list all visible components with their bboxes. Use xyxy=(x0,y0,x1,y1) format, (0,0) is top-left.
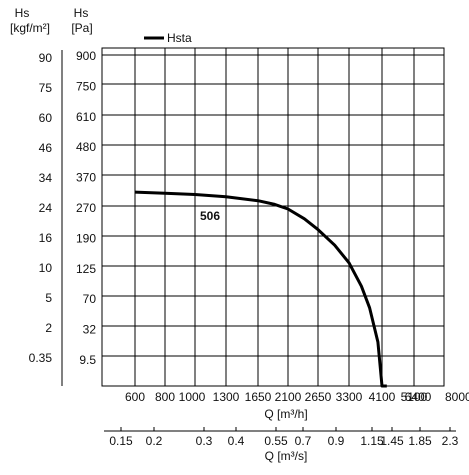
m3s-tick-label: 0.4 xyxy=(228,434,245,448)
m3s-tick-label: 0.2 xyxy=(146,434,163,448)
m3s-axis-label: Q [m³/s] xyxy=(265,449,308,463)
m3s-tick-label: 0.15 xyxy=(109,434,133,448)
left-axis-title-unit: [kgf/m²] xyxy=(10,21,50,35)
pa-tick-label: 750 xyxy=(76,79,96,93)
left-tick-label: 0.35 xyxy=(29,351,53,365)
m3h-tick-labels: 600 800 1000 1300 1650 2100 2650 3300 4100 510064… xyxy=(125,390,469,404)
m3s-tick-label: 0.9 xyxy=(328,434,345,448)
m3h-tick-label: 5100 xyxy=(401,390,428,404)
left-tick-label: 5 xyxy=(45,291,52,305)
m3s-tick-label: 2.3 xyxy=(442,434,459,448)
m3h-axis-label: Q [m³/h] xyxy=(264,407,307,421)
pa-tick-label: 270 xyxy=(76,201,96,215)
legend-label-hsta: Hsta xyxy=(167,31,192,45)
left-tick-label: 24 xyxy=(39,201,53,215)
m3h-tick-label: 6400 xyxy=(405,390,432,404)
pa-tick-label: 9.5 xyxy=(79,353,96,367)
m3s-tick-label: 0.3 xyxy=(196,434,213,448)
pa-tick-label: 190 xyxy=(76,231,96,245)
m3s-tick-label: 1.85 xyxy=(408,434,432,448)
left-tick-label: 60 xyxy=(39,111,53,125)
m3s-tick-label: 1.15 xyxy=(360,434,384,448)
m3s-tick-label: 1.45 xyxy=(380,434,404,448)
pa-tick-label: 125 xyxy=(76,262,96,276)
pa-tick-labels: 900 750 610 480 370 270 190 125 70 32 9.5 xyxy=(76,49,96,367)
series-line-hsta xyxy=(134,190,387,388)
m3h-tick-label: 2100 xyxy=(275,390,302,404)
m3h-tick-label: 3300 xyxy=(336,390,363,404)
m3h-tick-label: 2650 xyxy=(305,390,332,404)
pa-tick-label: 70 xyxy=(83,292,97,306)
grid-lines xyxy=(102,48,445,387)
pa-tick-label: 900 xyxy=(76,49,96,63)
curve-label-506: 506 xyxy=(200,209,220,223)
pa-tick-label: 610 xyxy=(76,110,96,124)
left-axis-title-top: Hs xyxy=(15,6,30,20)
m3h-tick-label: 800 xyxy=(155,390,175,404)
pa-tick-label: 370 xyxy=(76,171,96,185)
left-tick-label: 90 xyxy=(39,51,53,65)
left-tick-labels: 90 75 60 46 34 24 16 10 5 2 0.35 xyxy=(29,51,53,365)
pa-tick-label: 32 xyxy=(83,323,97,337)
right-axis-title-top: Hs xyxy=(74,6,89,20)
m3s-tick-labels: 0.15 0.2 0.3 0.4 0.55 0.7 0.9 1.151.45 1.85 2.3 xyxy=(109,427,459,448)
m3h-tick-label: 1650 xyxy=(245,390,272,404)
right-axis-title-unit: [Pa] xyxy=(71,21,92,35)
m3s-tick-label: 0.7 xyxy=(295,434,312,448)
left-tick-label: 46 xyxy=(39,141,53,155)
left-tick-label: 10 xyxy=(39,261,53,275)
left-tick-label: 75 xyxy=(39,81,53,95)
pa-tick-label: 480 xyxy=(76,140,96,154)
left-tick-label: 2 xyxy=(45,321,52,335)
left-tick-label: 16 xyxy=(39,231,53,245)
m3s-tick-label: 0.55 xyxy=(264,434,288,448)
m3h-tick-label: 1000 xyxy=(179,390,206,404)
m3h-tick-label: 4100 xyxy=(369,390,396,404)
left-tick-label: 34 xyxy=(39,171,53,185)
m3h-tick-label: 1300 xyxy=(213,390,240,404)
m3h-tick-label: 600 xyxy=(125,390,145,404)
m3h-tick-label: 8000 xyxy=(445,390,469,404)
plot-frame xyxy=(101,47,445,387)
